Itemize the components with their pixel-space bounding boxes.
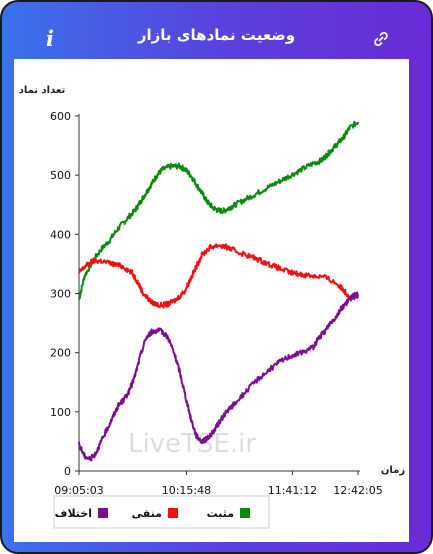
y-tick-label: 300 [50,288,71,301]
series-line-3 [78,291,359,462]
chart-axes: 0 100 200 300 400 500 600 09:05:03 10:15:48 11:41… [50,110,383,497]
legend-label-3: اختلاف [55,507,92,520]
y-tick-label: 600 [50,110,71,123]
watermark: LiveTSE.ir [128,429,256,459]
x-tick-label: 11:41:12 [268,484,317,497]
y-tick-label: 200 [50,347,71,360]
header-bar: i وضعیت نمادهای بازار [2,2,431,57]
y-tick-label: 400 [50,228,71,241]
series-line-2 [78,243,359,309]
x-tick-label: 09:05:03 [54,484,103,497]
legend-label-2: منفی [132,507,162,520]
legend-label-1: مثبت [207,507,234,520]
line-chart: تعداد نماد زمان LiveTSE.ir 0 100 200 300 400… [19,85,405,529]
chart-panel: تعداد نماد زمان LiveTSE.ir 0 100 200 300 400… [14,59,409,542]
legend-swatch-3 [98,508,108,518]
y-tick-label: 0 [64,465,71,478]
x-tick-label: 12:42:05 [333,484,382,497]
y-tick-label: 100 [50,406,71,419]
widget-title: وضعیت نمادهای بازار [137,26,296,44]
y-tick-label: 500 [50,169,71,182]
y-axis-label: تعداد نماد [19,85,66,96]
series-line-1 [78,120,359,300]
legend-swatch-2 [168,508,178,518]
legend-box [53,495,270,529]
info-icon[interactable]: i [46,26,54,51]
chart-series [78,120,359,462]
x-axis-label: زمان [381,465,405,476]
link-icon[interactable] [372,30,390,48]
legend-swatch-1 [240,508,250,518]
x-tick-label: 10:15:48 [162,484,211,497]
chart-legend: مثبت منفی اختلاف [53,495,270,529]
